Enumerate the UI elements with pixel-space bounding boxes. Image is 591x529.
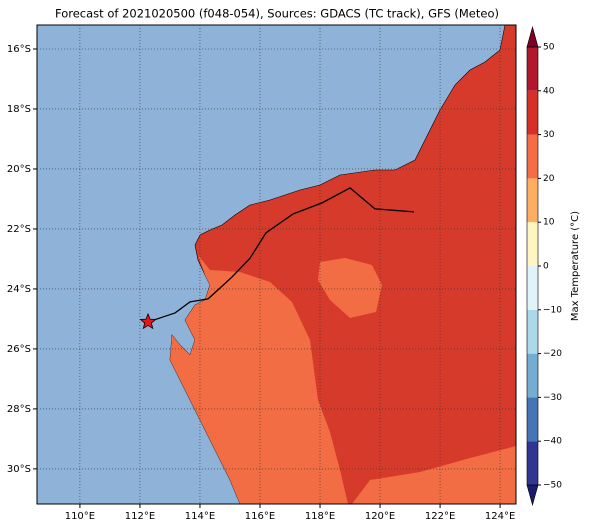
colorbar-band [527, 47, 538, 91]
y-tick-label: 26°S [7, 344, 31, 355]
colorbar-band [527, 353, 538, 398]
colorbar-tick-label: 20 [543, 174, 555, 184]
x-tick-label: 122°E [425, 511, 455, 522]
x-tick-label: 110°E [65, 511, 95, 522]
map-area [36, 24, 517, 505]
chart-title: Forecast of 2021020500 (f048-054), Sourc… [55, 7, 499, 21]
x-tick-label: 116°E [245, 511, 275, 522]
y-tick-label: 22°S [7, 224, 31, 235]
warm-region [170, 255, 348, 504]
colorbar-tick-label: 0 [543, 262, 549, 272]
colorbar-tick-label: 50 [543, 43, 555, 53]
x-tick-label: 120°E [365, 511, 395, 522]
y-tick-label: 28°S [7, 404, 31, 415]
map-frame [36, 24, 517, 505]
colorbar-band [527, 266, 538, 310]
colorbar-tick-label: −40 [543, 437, 562, 447]
colorbar-band [527, 178, 538, 223]
y-tick-label: 20°S [7, 164, 31, 175]
y-tick-label: 18°S [7, 104, 31, 115]
colorbar-tick-label: −10 [543, 305, 562, 315]
storm-track [147, 187, 415, 323]
colorbar-tick-label: 10 [543, 218, 555, 228]
y-tick-label: 24°S [7, 284, 31, 295]
y-tick-label: 30°S [7, 464, 31, 475]
colorbar-tick-label: −30 [543, 393, 562, 403]
warm-region [352, 446, 516, 504]
colorbar-tick-label: 30 [543, 130, 555, 140]
x-tick-label: 114°E [185, 511, 215, 522]
colorbar-tick-label: 40 [543, 86, 555, 96]
colorbar-extend [526, 484, 539, 507]
colorbar-band [527, 441, 538, 485]
x-tick-label: 118°E [305, 511, 335, 522]
colorbar-band [527, 309, 538, 354]
warm-region [318, 258, 382, 318]
colorbar-extend [526, 25, 539, 48]
x-tick-label: 112°E [125, 511, 155, 522]
colorbar-tick-label: −20 [543, 349, 562, 359]
colorbar-tick-label: −50 [543, 481, 562, 491]
colorbar-label: Max Temperature (°C) [570, 211, 581, 321]
y-tick-label: 16°S [7, 44, 31, 55]
x-tick-label: 124°E [485, 511, 515, 522]
colorbar-band [527, 222, 538, 266]
colorbar-band [527, 397, 538, 442]
storm-position [139, 312, 157, 330]
colorbar-band [527, 134, 538, 179]
colorbar-band [527, 90, 538, 135]
